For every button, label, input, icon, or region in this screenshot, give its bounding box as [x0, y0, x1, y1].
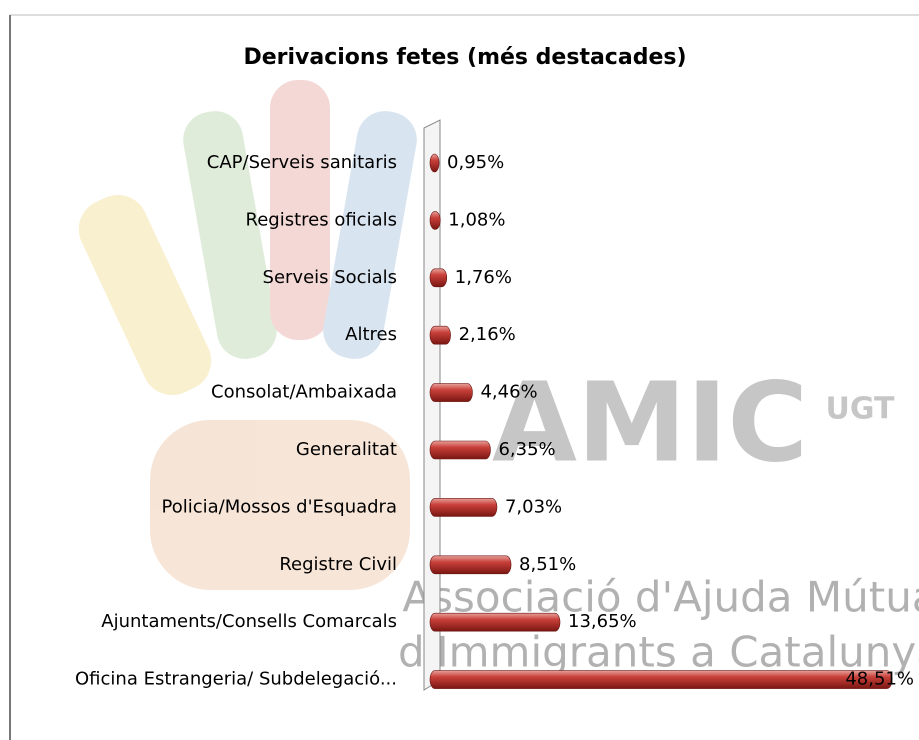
- data-label: 4,46%: [480, 382, 537, 403]
- y-tick-label: Policia/Mossos d'Esquadra: [162, 496, 397, 517]
- y-tick-label: CAP/Serveis sanitaris: [207, 152, 397, 173]
- y-tick-label: Consolat/Ambaixada: [211, 382, 397, 403]
- y-tick-label: Oficina Estrangeria/ Subdelegació...: [75, 669, 397, 690]
- y-tick-label: Generalitat: [296, 439, 397, 460]
- y-tick-label: Registre Civil: [279, 554, 397, 575]
- bar: [429, 440, 491, 460]
- watermark-badge: UGT: [826, 392, 895, 427]
- y-tick-label: Serveis Socials: [263, 267, 397, 288]
- bar: [429, 153, 440, 173]
- data-label: 1,76%: [455, 267, 512, 288]
- data-label: 6,35%: [498, 439, 555, 460]
- watermark-line: d'Immigrants a Catalunya: [398, 628, 919, 677]
- bar: [429, 211, 441, 230]
- bar: [429, 325, 451, 345]
- data-label: 13,65%: [568, 611, 637, 632]
- bar: [429, 612, 561, 632]
- y-tick-label: Altres: [345, 324, 397, 345]
- bar: [429, 383, 473, 402]
- data-label: 1,08%: [448, 209, 505, 230]
- bar: [429, 498, 498, 517]
- data-label: 0,95%: [447, 152, 504, 173]
- data-label: 8,51%: [519, 554, 576, 575]
- y-tick-label: Registres oficials: [246, 209, 397, 230]
- watermark-shapes: [78, 80, 417, 590]
- bar: [429, 670, 893, 689]
- axis-wall: [423, 119, 441, 691]
- bar: [429, 555, 512, 575]
- data-label: 2,16%: [459, 324, 516, 345]
- data-label: 7,03%: [505, 496, 562, 517]
- bar: [429, 268, 448, 288]
- data-label: 48,51%: [845, 669, 914, 690]
- chart-title: Derivacions fetes (més destacades): [243, 45, 686, 70]
- watermark-logo: AMIC: [492, 358, 808, 486]
- y-tick-label: Ajuntaments/Consells Comarcals: [101, 611, 397, 632]
